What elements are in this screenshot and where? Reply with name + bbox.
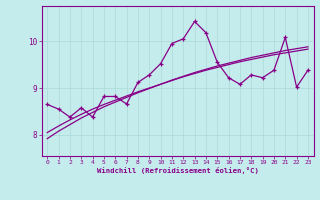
X-axis label: Windchill (Refroidissement éolien,°C): Windchill (Refroidissement éolien,°C) [97, 167, 259, 174]
